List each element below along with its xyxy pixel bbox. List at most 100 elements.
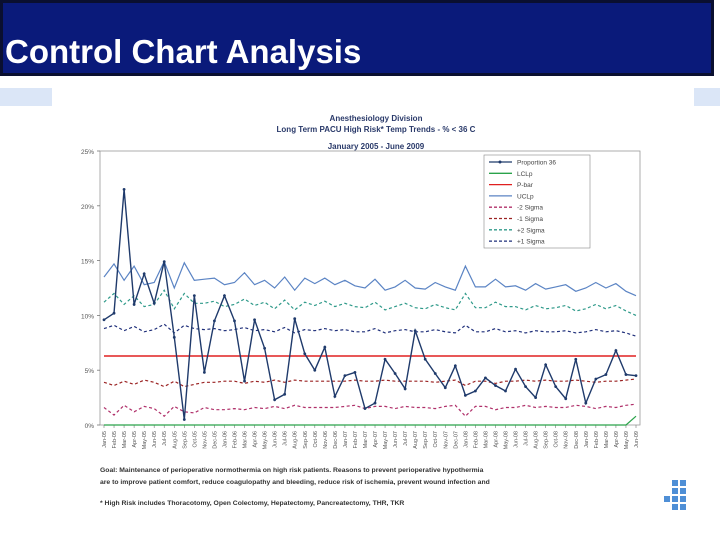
data-point xyxy=(293,317,297,321)
y-axis-ticks: 0% 5% 10% 15% 20% 25% xyxy=(81,149,100,430)
x-tick-label: May-07 xyxy=(383,431,389,449)
data-point xyxy=(223,294,226,298)
data-point xyxy=(233,319,236,323)
data-point xyxy=(504,389,507,393)
x-tick-label: Oct-06 xyxy=(313,431,319,448)
x-tick-label: Aug-08 xyxy=(534,431,540,449)
footnote-goal-line2: are to improve patient comfort, reduce c… xyxy=(100,479,490,486)
x-tick-label: Jul-07 xyxy=(403,431,409,446)
x-tick-label: Jan-09 xyxy=(584,431,590,448)
y-tick-label: 25% xyxy=(81,149,94,156)
data-point xyxy=(413,329,417,333)
data-point xyxy=(453,364,457,368)
data-point xyxy=(564,397,568,401)
x-axis-ticks: Jan-05 Feb-05 Mar-05 Apr-05 May-05 Jun-05 Jul-… xyxy=(102,425,640,449)
x-tick-label: Aug-05 xyxy=(172,431,178,449)
data-point xyxy=(604,373,608,376)
data-point xyxy=(283,392,287,396)
data-point xyxy=(373,401,377,405)
series-line-2-sigma xyxy=(103,403,637,418)
x-tick-label: Nov-08 xyxy=(564,431,570,449)
x-tick-label: Jul-05 xyxy=(162,431,168,446)
x-tick-label: Jun-05 xyxy=(152,431,158,448)
data-point xyxy=(443,386,447,390)
legend-label: P-bar xyxy=(517,182,534,189)
data-point xyxy=(524,385,527,389)
legend-label: Proportion 36 xyxy=(517,160,556,167)
x-tick-label: Sep-06 xyxy=(303,431,309,449)
data-point xyxy=(353,370,357,374)
data-point xyxy=(544,363,548,367)
data-point xyxy=(112,311,116,315)
data-point xyxy=(463,394,467,397)
data-point xyxy=(142,272,146,276)
legend-box xyxy=(483,154,591,249)
x-tick-label: Jun-06 xyxy=(273,431,279,448)
slide-title: Control Chart Analysis xyxy=(5,33,362,70)
data-point xyxy=(393,372,397,375)
series-line-lclp xyxy=(104,415,637,426)
data-point xyxy=(172,335,176,339)
x-tick-label: Apr-05 xyxy=(132,431,138,448)
y-tick-label: 20% xyxy=(81,204,94,211)
x-tick-label: Dec-06 xyxy=(333,431,339,449)
x-tick-label: Feb-06 xyxy=(232,431,238,448)
data-point xyxy=(433,372,437,375)
footnote-high-risk: * High Risk includes Thoracotomy, Open C… xyxy=(100,500,404,507)
control-chart-svg: Anesthesiology Division Long Term PACU H… xyxy=(81,114,641,507)
x-tick-label: Feb-07 xyxy=(353,431,359,448)
data-point xyxy=(253,318,256,322)
x-tick-label: Apr-07 xyxy=(373,431,379,448)
y-tick-label: 10% xyxy=(81,313,94,320)
y-tick-label: 5% xyxy=(85,368,95,375)
accent-bar-left xyxy=(0,88,52,106)
x-tick-label: Dec-05 xyxy=(212,431,218,449)
series-lines xyxy=(102,187,638,426)
footnote-goal-line1: Goal: Maintenance of perioperative normo… xyxy=(100,467,484,474)
x-tick-label: Mar-08 xyxy=(483,431,489,448)
x-tick-label: Oct-08 xyxy=(554,431,560,448)
data-point xyxy=(192,294,196,298)
x-tick-label: Sep-07 xyxy=(423,431,429,449)
data-point xyxy=(102,318,106,322)
data-point xyxy=(514,367,517,371)
series-line-proportion-36 xyxy=(103,189,637,420)
data-point xyxy=(554,385,558,389)
control-chart: Anesthesiology Division Long Term PACU H… xyxy=(52,88,694,518)
x-tick-label: Nov-06 xyxy=(323,431,329,449)
x-tick-label: Jun-08 xyxy=(514,431,520,448)
x-tick-label: Mar-09 xyxy=(604,431,610,448)
chart-subtitle-1: Long Term PACU High Risk* Temp Trends - … xyxy=(277,125,476,134)
x-tick-label: Oct-07 xyxy=(433,431,439,448)
data-point xyxy=(423,357,427,361)
x-tick-label: Jan-05 xyxy=(102,431,108,448)
data-point xyxy=(574,357,578,361)
series-line-1-sigma xyxy=(103,378,637,388)
x-tick-label: Feb-05 xyxy=(112,431,118,448)
x-tick-label: Oct-05 xyxy=(192,431,198,448)
x-tick-label: Jul-08 xyxy=(524,431,530,446)
data-point xyxy=(273,398,277,402)
x-tick-label: Nov-05 xyxy=(202,431,208,449)
legend: Proportion 36 LCLp P-bar UCLp -2 Sigma -1 Sig… xyxy=(483,154,591,249)
legend-label: UCLp xyxy=(517,193,534,200)
y-tick-label: 0% xyxy=(85,423,95,430)
data-point xyxy=(634,374,638,378)
series-line-1-sigma xyxy=(103,323,637,337)
corner-logo-icon xyxy=(664,480,688,514)
data-point xyxy=(343,374,347,378)
legend-marker xyxy=(498,160,502,164)
series-line-uclp xyxy=(103,260,637,297)
data-point xyxy=(303,352,307,356)
data-point xyxy=(132,303,136,306)
title-bar: Control Chart Analysis xyxy=(0,0,714,76)
x-tick-label: May-09 xyxy=(624,431,630,449)
x-tick-label: Nov-07 xyxy=(443,431,449,449)
x-tick-label: Aug-07 xyxy=(413,431,419,449)
data-point xyxy=(383,357,387,361)
x-tick-label: May-06 xyxy=(263,431,269,449)
data-point xyxy=(584,401,588,405)
data-point xyxy=(122,187,126,191)
data-point xyxy=(333,395,337,398)
x-tick-label: Aug-06 xyxy=(293,431,299,449)
